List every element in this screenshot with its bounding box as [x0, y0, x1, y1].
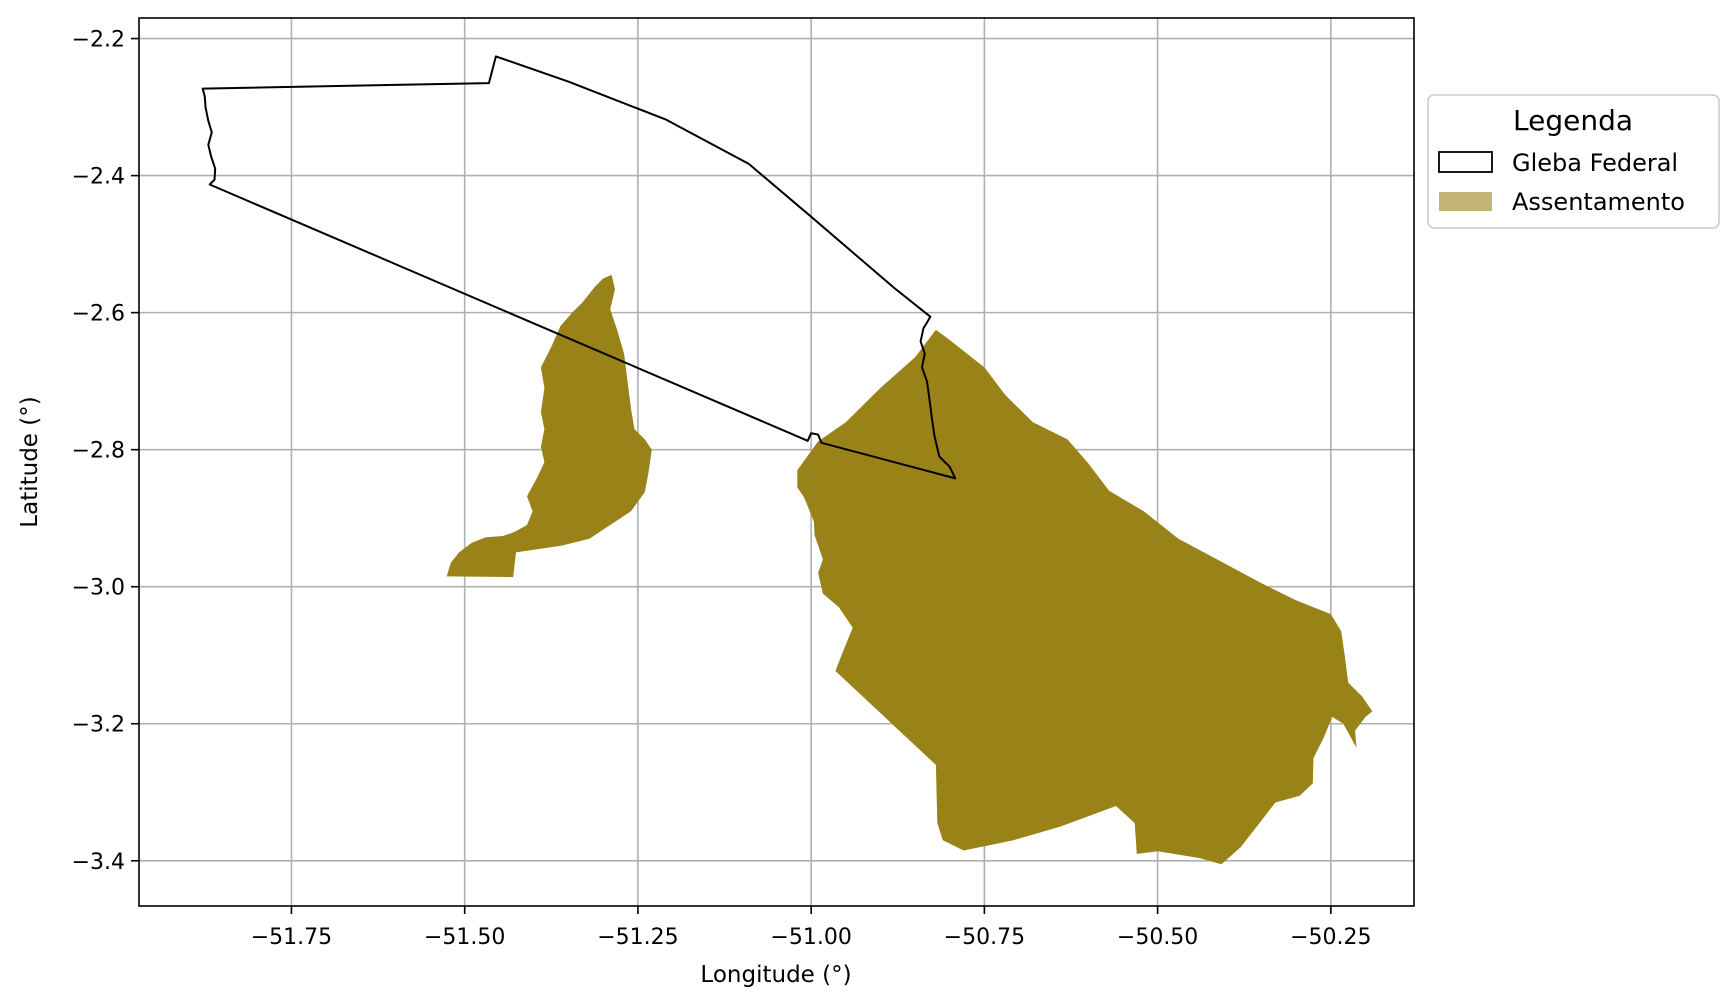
y-tick-label: −3.2	[72, 713, 125, 738]
y-tick-label: −3.0	[72, 576, 125, 601]
gleba-federal-outline	[201, 55, 957, 480]
x-tick-label: −51.25	[597, 925, 678, 950]
x-tick-label: −50.50	[1117, 925, 1198, 950]
assentamento-polygon	[797, 329, 1373, 865]
assentamento-polygon	[446, 274, 652, 578]
y-tick-label: −2.4	[72, 165, 125, 190]
y-axis-label: Latitude (°)	[17, 396, 43, 527]
y-tick-label: −2.2	[72, 28, 125, 53]
x-axis-label: Longitude (°)	[700, 962, 851, 988]
map-layers	[201, 55, 1373, 865]
legend-swatch-gleba-federal	[1438, 151, 1493, 173]
x-tick-label: −51.75	[251, 925, 332, 950]
legend-box	[1427, 94, 1720, 229]
x-tick-label: −50.75	[944, 925, 1025, 950]
y-tick-label: −2.6	[72, 302, 125, 327]
x-tick-label: −51.50	[424, 925, 505, 950]
y-tick-label: −3.4	[72, 850, 125, 875]
plot-frame	[138, 17, 1415, 907]
legend-title: Legenda	[1513, 104, 1633, 137]
x-tick-label: −51.00	[770, 925, 851, 950]
legend-label-gleba-federal: Gleba Federal	[1512, 149, 1678, 177]
legend-label-assentamento: Assentamento	[1512, 188, 1685, 216]
y-axis-ticks: −2.2 −2.4 −2.6 −2.8 −3.0 −3.2 −3.4	[72, 28, 139, 875]
legend-swatch-assentamento	[1439, 192, 1492, 211]
legend: Legenda Gleba Federal Assentamento	[1427, 94, 1720, 229]
y-tick-label: −2.8	[72, 439, 125, 464]
x-tick-label: −50.25	[1290, 925, 1371, 950]
x-axis-ticks: −51.75 −51.50 −51.25 −51.00 −50.75 −50.50 −50.…	[251, 906, 1372, 950]
